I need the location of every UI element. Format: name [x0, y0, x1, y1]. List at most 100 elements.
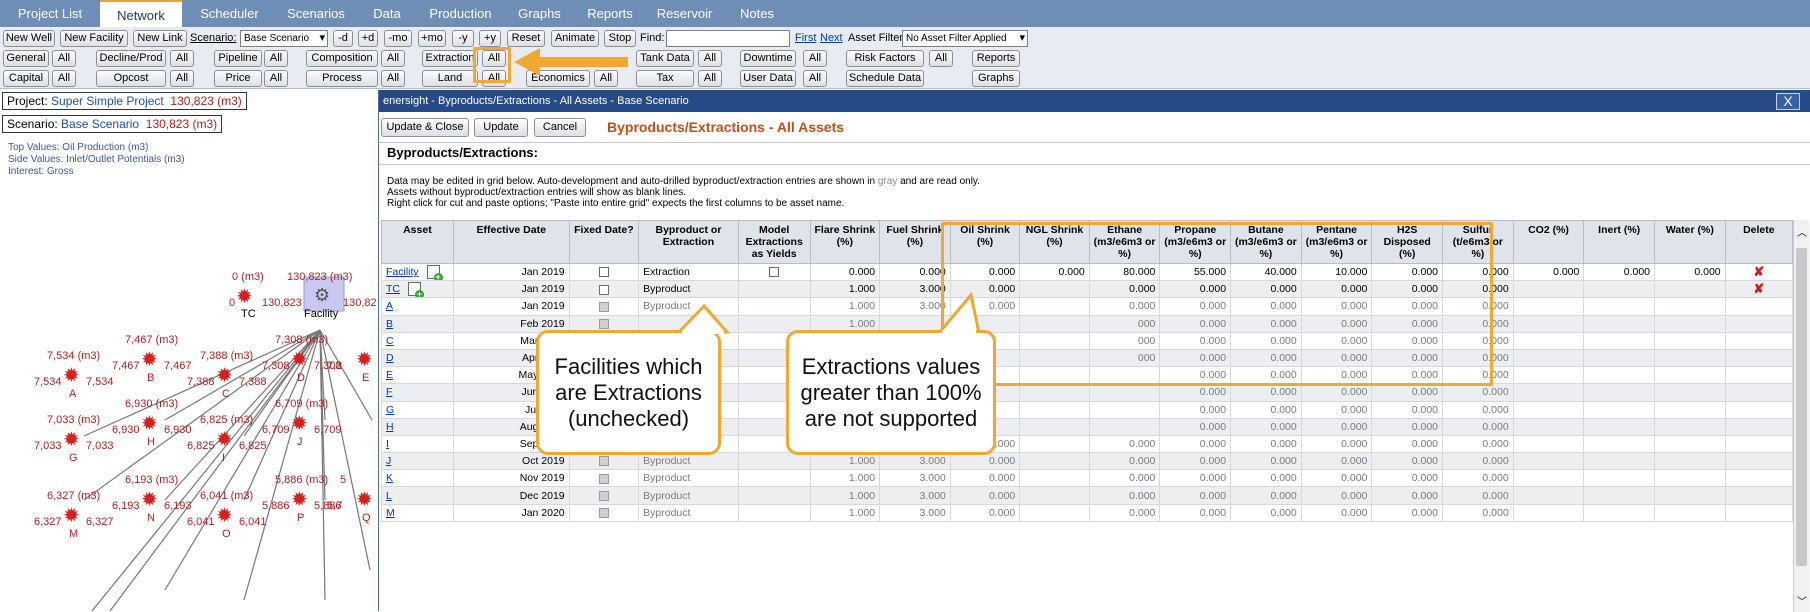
update-close-button[interactable]: Update & Close [381, 118, 469, 137]
ngl-cell[interactable] [1019, 280, 1090, 299]
tax-button[interactable]: Tax [636, 70, 694, 87]
tab-scheduler[interactable]: Scheduler [200, 6, 259, 21]
table-row[interactable]: B Feb 2019 1.000 000 0.000 0.000 0.000 0.000 0.0… [381, 314, 1794, 333]
propane-cell[interactable]: 0.000 [1159, 280, 1232, 299]
scenario-select[interactable]: Base Scenario [240, 30, 328, 47]
asset-link[interactable]: B [386, 317, 394, 330]
reset-button[interactable]: Reset [507, 30, 545, 47]
well-node-icon[interactable]: ✹ [141, 489, 158, 511]
asset-link[interactable]: C [386, 334, 394, 347]
capital-button[interactable]: Capital [3, 70, 49, 87]
graphs-button[interactable]: Graphs [972, 70, 1020, 87]
new-well-button[interactable]: New Well [3, 30, 55, 47]
reports-button[interactable]: Reports [972, 50, 1020, 67]
pipeline-button[interactable]: Pipeline [214, 50, 262, 67]
well-node-icon[interactable]: ✹ [216, 429, 233, 451]
minus-day-button[interactable]: -d [333, 30, 353, 47]
well-node-icon[interactable]: ✹ [291, 413, 308, 435]
table-row[interactable]: K Nov 2019 Byproduct 1.000 3.000 0.000 0.000 0.… [381, 469, 1794, 488]
fixed-date-cell[interactable] [568, 280, 640, 299]
downtime-all-button[interactable]: All [803, 50, 827, 67]
scroll-thumb[interactable] [1796, 248, 1807, 566]
minus-year-button[interactable]: -y [452, 30, 474, 47]
tab-network[interactable]: Network [100, 0, 182, 27]
asset-link[interactable]: G [386, 403, 395, 416]
pentane-cell[interactable]: 0.000 [1300, 280, 1373, 299]
price-all-button[interactable]: All [264, 70, 288, 87]
pipeline-all-button[interactable]: All [264, 50, 288, 67]
fixed-date-checkbox[interactable] [598, 267, 609, 278]
opcost-all-button[interactable]: All [170, 70, 194, 87]
plus-day-button[interactable]: +d [358, 30, 378, 47]
composition-all-button[interactable]: All [381, 50, 405, 67]
vertical-scrollbar[interactable]: ︿ ﹀ [1793, 220, 1809, 612]
minus-month-button[interactable]: -mo [384, 30, 412, 47]
tab-notes[interactable]: Notes [740, 6, 774, 21]
type-cell[interactable]: Extraction [638, 262, 739, 282]
opcost-button[interactable]: Opcost [96, 70, 166, 87]
process-button[interactable]: Process [306, 70, 378, 87]
tab-reports[interactable]: Reports [587, 6, 633, 21]
well-node-icon[interactable]: ✹ [63, 365, 80, 387]
decline-prod-button[interactable]: Decline/Prod [96, 50, 166, 67]
tank-data-button[interactable]: Tank Data [636, 50, 694, 67]
cancel-button[interactable]: Cancel [534, 118, 586, 137]
composition-button[interactable]: Composition [306, 50, 378, 67]
delete-icon[interactable]: ✘ [1753, 264, 1765, 280]
extraction-all-button[interactable]: All [482, 50, 506, 67]
user-data-all-button[interactable]: All [803, 70, 827, 87]
well-node-icon[interactable]: ✹ [141, 413, 158, 435]
asset-link[interactable]: I [386, 437, 389, 450]
tab-production[interactable]: Production [429, 6, 492, 21]
model-yields-checkbox[interactable] [769, 267, 780, 278]
butane-cell[interactable]: 40.000 [1230, 262, 1302, 282]
table-row[interactable]: M Jan 2020 Byproduct 1.000 3.000 0.000 0.000 0.… [381, 503, 1794, 522]
tax-all-button[interactable]: All [698, 70, 722, 87]
asset-link[interactable]: F [386, 386, 393, 399]
add-entry-icon[interactable] [426, 265, 443, 280]
price-button[interactable]: Price [214, 70, 262, 87]
stop-button[interactable]: Stop [604, 30, 636, 47]
well-node-icon[interactable]: ✹ [63, 429, 80, 451]
plus-month-button[interactable]: +mo [418, 30, 446, 47]
asset-link[interactable]: H [386, 420, 394, 433]
risk-factors-button[interactable]: Risk Factors [846, 50, 924, 67]
asset-cell[interactable]: L [381, 486, 454, 505]
flare-cell[interactable]: 1.000 [809, 280, 881, 299]
oil-cell[interactable]: 0.000 [949, 280, 1021, 299]
tab-graphs[interactable]: Graphs [518, 6, 561, 21]
tab-data[interactable]: Data [373, 6, 401, 21]
tc-node-icon[interactable]: ✹ [236, 286, 253, 308]
asset-link[interactable]: K [386, 472, 394, 485]
process-all-button[interactable]: All [381, 70, 405, 87]
delete-icon[interactable]: ✘ [1753, 281, 1765, 297]
well-node-icon[interactable]: ✹ [291, 489, 308, 511]
network-canvas[interactable]: Project: Super Simple Project 130,823 (m… [0, 90, 378, 611]
find-next-link[interactable]: Next [820, 32, 843, 44]
economics-button[interactable]: Economics [526, 70, 590, 87]
user-data-button[interactable]: User Data [740, 70, 796, 87]
close-dialog-button[interactable]: X [1776, 93, 1800, 110]
well-node-icon[interactable]: ✹ [63, 505, 80, 527]
well-node-icon[interactable]: ✹ [141, 349, 158, 371]
asset-link[interactable]: M [386, 506, 395, 519]
new-link-button[interactable]: New Link [133, 30, 187, 47]
plus-year-button[interactable]: +y [479, 30, 501, 47]
scroll-up-icon[interactable]: ︿ [1797, 228, 1807, 239]
add-entry-icon[interactable] [408, 282, 424, 297]
well-node-icon[interactable]: ✹ [291, 349, 308, 371]
well-node-icon[interactable]: ✹ [356, 349, 373, 371]
table-row[interactable]: J Oct 2019 Byproduct 1.000 3.000 0.000 0.000 0.… [381, 452, 1794, 471]
update-button[interactable]: Update [474, 118, 528, 137]
asset-link[interactable]: TC [386, 283, 400, 296]
table-row[interactable]: TCJan 2019Byproduct1.0003.0000.0000.0000… [381, 280, 1794, 299]
asset-link[interactable]: A [386, 300, 394, 313]
economics-all-button[interactable]: All [594, 70, 618, 87]
land-button[interactable]: Land [422, 70, 478, 87]
find-input[interactable] [666, 30, 790, 47]
tank-data-all-button[interactable]: All [698, 50, 722, 67]
fixed-date-checkbox[interactable] [598, 284, 609, 295]
inert-cell[interactable] [1583, 280, 1655, 299]
well-node-icon[interactable]: ✹ [216, 365, 233, 387]
